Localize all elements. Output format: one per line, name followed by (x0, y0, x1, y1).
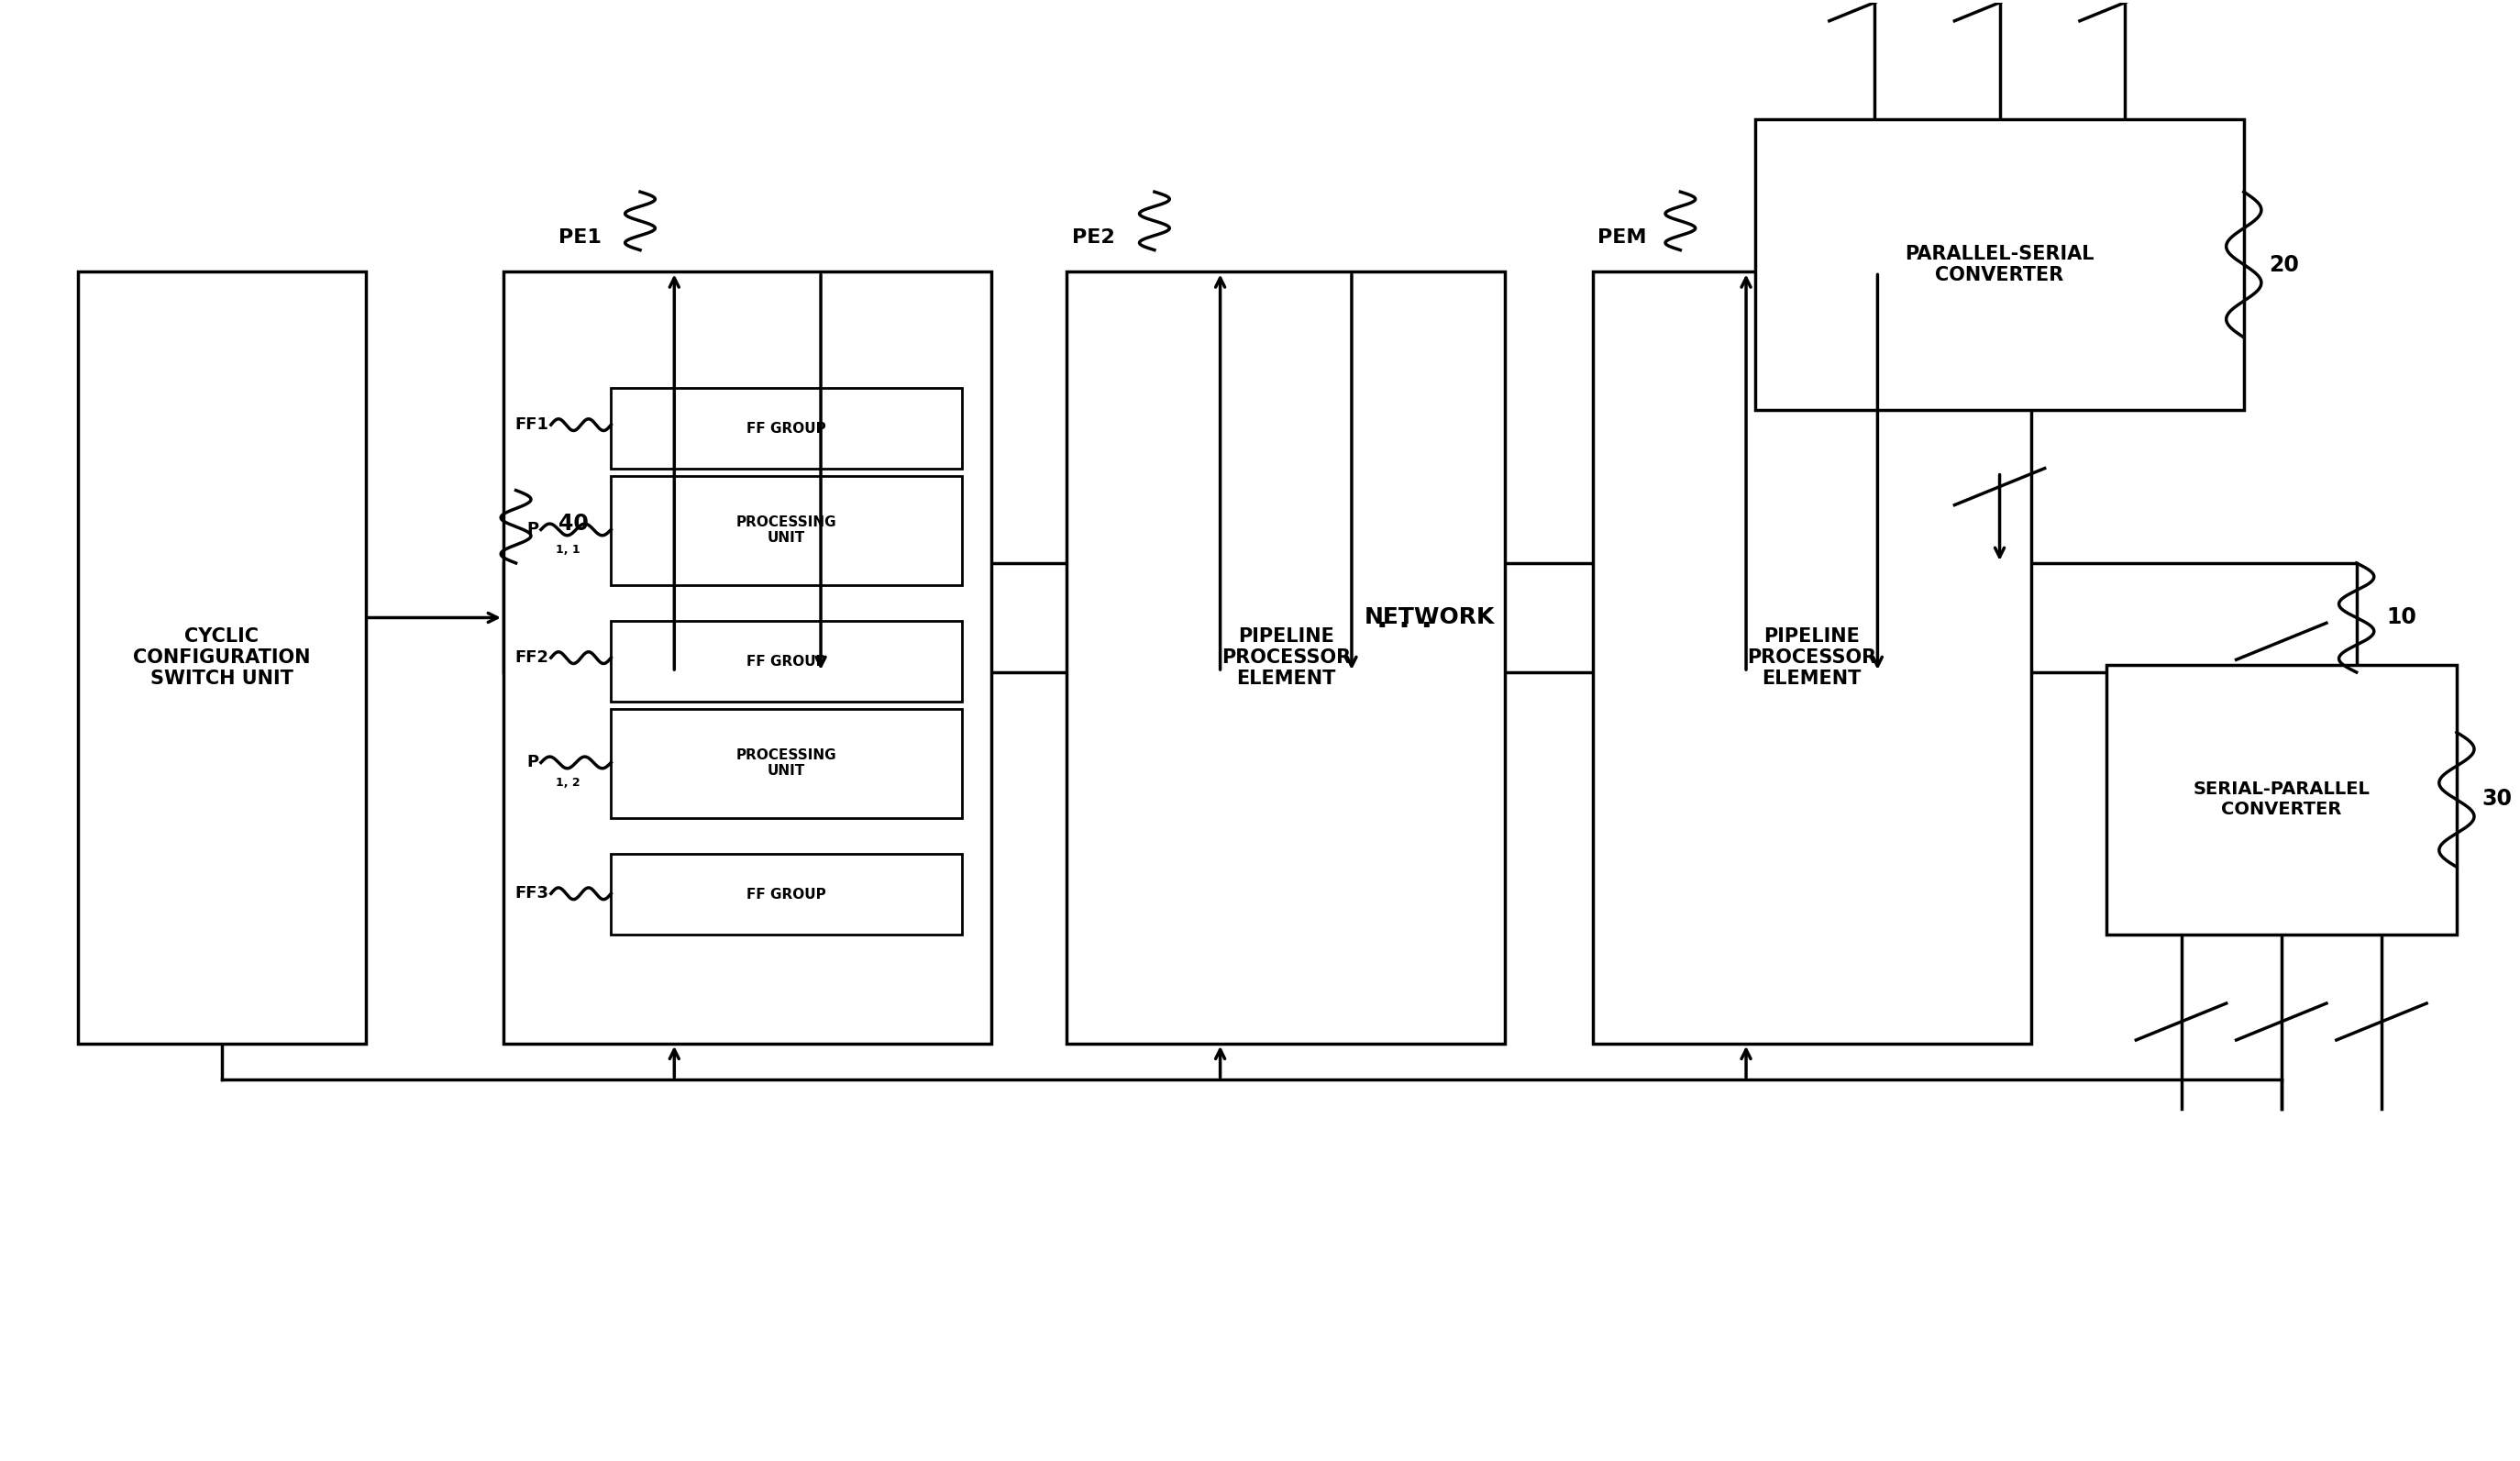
Text: P: P (527, 522, 539, 538)
Text: FF GROUP: FF GROUP (746, 422, 827, 435)
Text: PE1: PE1 (559, 229, 602, 247)
Text: PROCESSING
UNIT: PROCESSING UNIT (736, 516, 837, 545)
Text: PIPELINE
PROCESSOR
ELEMENT: PIPELINE PROCESSOR ELEMENT (1746, 627, 1877, 688)
Text: FF GROUP: FF GROUP (746, 655, 827, 668)
Text: 1, 2: 1, 2 (557, 777, 580, 789)
Bar (610, 621, 963, 701)
Text: 10: 10 (2386, 606, 2417, 628)
Bar (1066, 272, 1504, 1043)
Text: P: P (527, 754, 539, 771)
Bar (78, 272, 365, 1043)
Text: FF GROUP: FF GROUP (746, 887, 827, 901)
Text: PEM: PEM (1598, 229, 1646, 247)
Bar (1593, 272, 2031, 1043)
Bar (610, 476, 963, 584)
Text: 20: 20 (2268, 254, 2298, 276)
Bar (504, 562, 2356, 672)
Text: SERIAL-PARALLEL
CONVERTER: SERIAL-PARALLEL CONVERTER (2192, 780, 2369, 818)
Text: FF1: FF1 (514, 416, 549, 432)
Text: PROCESSING
UNIT: PROCESSING UNIT (736, 748, 837, 779)
Text: . . .: . . . (1376, 603, 1434, 634)
Text: CYCLIC
CONFIGURATION
SWITCH UNIT: CYCLIC CONFIGURATION SWITCH UNIT (134, 627, 310, 688)
Text: 30: 30 (2482, 787, 2512, 809)
Bar (1756, 118, 2243, 411)
Text: FF2: FF2 (514, 650, 549, 666)
Text: 1, 1: 1, 1 (557, 543, 580, 557)
Text: FF3: FF3 (514, 885, 549, 901)
Bar (610, 389, 963, 469)
Text: NETWORK: NETWORK (1366, 606, 1494, 628)
Bar (610, 855, 963, 935)
Text: 40: 40 (559, 513, 590, 535)
Bar (610, 709, 963, 818)
Text: PARALLEL-SERIAL
CONVERTER: PARALLEL-SERIAL CONVERTER (1905, 245, 2094, 285)
Bar (504, 272, 993, 1043)
Bar (2107, 665, 2457, 935)
Text: PE2: PE2 (1071, 229, 1114, 247)
Text: PIPELINE
PROCESSOR
ELEMENT: PIPELINE PROCESSOR ELEMENT (1222, 627, 1351, 688)
